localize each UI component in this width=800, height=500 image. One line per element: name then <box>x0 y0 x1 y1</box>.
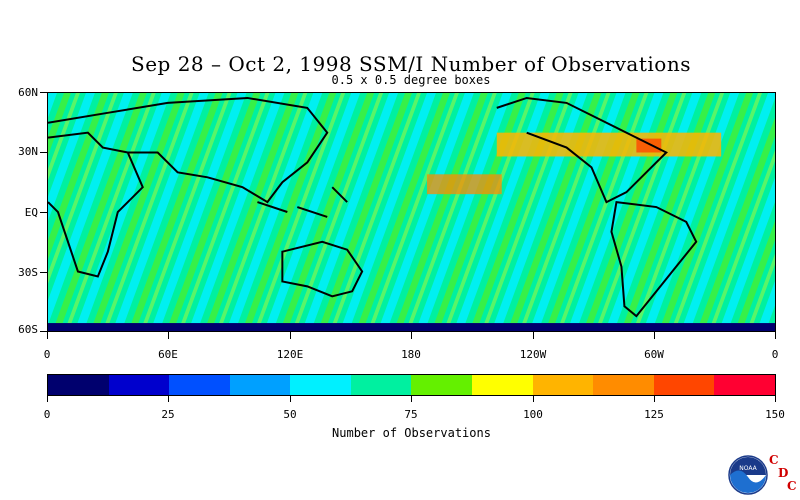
cdc-letter-d: D <box>778 466 789 480</box>
colorbar-swatch-2 <box>169 375 230 395</box>
colorbar-tick <box>533 396 534 402</box>
lat-tick <box>40 272 47 273</box>
map-panel <box>47 92 776 332</box>
lon-label-0: 0 <box>43 348 51 361</box>
colorbar-title: Number of Observations <box>332 426 491 440</box>
colorbar-swatch-4 <box>290 375 351 395</box>
antarctica-strip <box>48 323 775 331</box>
colorbar-label-75: 75 <box>404 408 418 421</box>
colorbar-label-50: 50 <box>283 408 297 421</box>
cdc-letter-c2: C <box>787 479 797 493</box>
colorbar-swatch-10 <box>653 375 715 395</box>
colorbar-tick <box>290 396 291 402</box>
lat-label-60n: 60N <box>18 86 38 99</box>
lat-tick <box>40 92 47 93</box>
lon-tick <box>411 332 412 339</box>
colorbar-tick <box>654 396 655 402</box>
south-america-coast <box>610 200 698 318</box>
coastlines <box>48 96 698 318</box>
indonesia-islands <box>257 186 348 218</box>
colorbar-swatch-3 <box>229 375 291 395</box>
colorbar-swatch-1 <box>108 375 170 395</box>
colorbar-tick <box>47 396 48 402</box>
lon-label-60e: 60E <box>158 348 178 361</box>
colorbar-tick <box>411 396 412 402</box>
lat-tick <box>40 212 47 213</box>
cdc-letter-c1: C <box>769 453 779 467</box>
high-count-band-north-pacific <box>496 132 722 157</box>
lon-label-0-east: 0 <box>771 348 779 361</box>
lat-label-eq: EQ <box>24 206 38 219</box>
lon-tick <box>168 332 169 339</box>
colorbar-label-100: 100 <box>523 408 543 421</box>
page-title: Sep 28 – Oct 2, 1998 SSM/I Number of Obs… <box>131 52 691 76</box>
australia-coast <box>281 240 364 298</box>
high-count-band-central-pacific <box>426 174 502 195</box>
colorbar-label-25: 25 <box>161 408 175 421</box>
noaa-logo-icon: NOAA <box>728 455 768 495</box>
colorbar-swatch-7 <box>472 375 533 395</box>
observation-map <box>48 93 775 331</box>
lat-label-30s: 30S <box>18 266 38 279</box>
high-count-band-atlantic <box>636 138 662 153</box>
lat-label-30n: 30N <box>18 145 38 158</box>
lon-label-60w: 60W <box>644 348 664 361</box>
noaa-logo-text: NOAA <box>739 465 757 472</box>
lat-label-60s: 60S <box>18 323 38 336</box>
colorbar-swatch-8 <box>532 375 594 395</box>
colorbar-label-150: 150 <box>765 408 785 421</box>
cdc-logo-icon: C D C <box>768 453 798 497</box>
lat-tick <box>40 331 47 332</box>
page-subtitle: 0.5 x 0.5 degree boxes <box>331 73 491 87</box>
colorbar-swatch-6 <box>411 375 473 395</box>
lon-label-120w: 120W <box>519 348 547 361</box>
north-america-coast <box>496 96 668 204</box>
lon-tick <box>654 332 655 339</box>
colorbar-swatch-0 <box>48 375 109 395</box>
lon-tick <box>775 332 776 339</box>
colorbar-swatch-9 <box>593 375 654 395</box>
colorbar <box>47 374 776 396</box>
colorbar-label-0: 0 <box>43 408 51 421</box>
lon-label-120e: 120E <box>276 348 304 361</box>
lat-tick <box>40 152 47 153</box>
colorbar-tick <box>775 396 776 402</box>
lon-label-180: 180 <box>401 348 421 361</box>
eurasia-coast <box>48 96 329 204</box>
colorbar-tick <box>168 396 169 402</box>
lon-tick <box>47 332 48 339</box>
colorbar-label-125: 125 <box>644 408 664 421</box>
lon-tick <box>533 332 534 339</box>
colorbar-swatch-11 <box>714 375 775 395</box>
colorbar-swatch-5 <box>350 375 412 395</box>
lon-tick <box>290 332 291 339</box>
africa-coast <box>48 131 144 278</box>
